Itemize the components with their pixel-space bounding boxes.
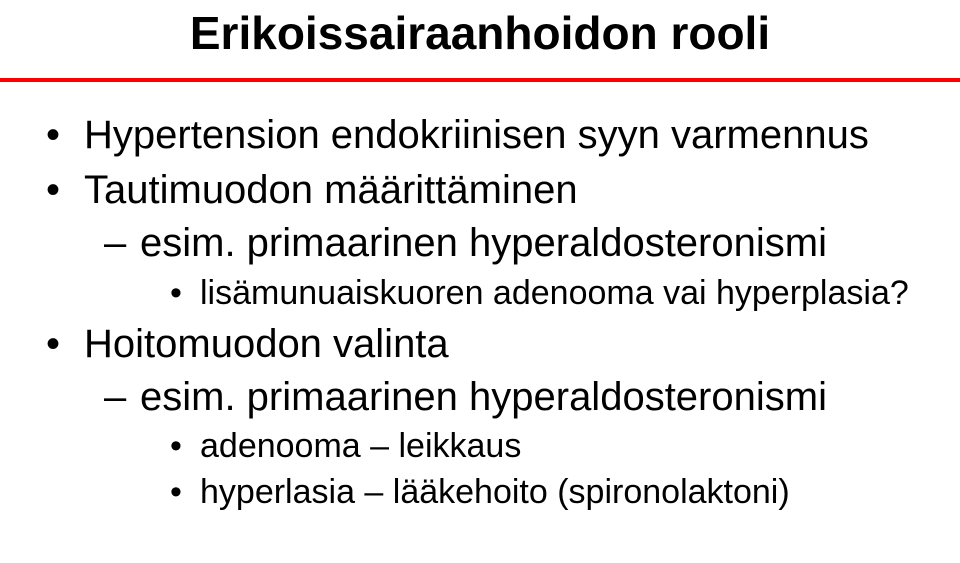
list-item-text: hyperlasia – lääkehoito (spironolaktoni) (200, 473, 790, 511)
list-item: esim. primaarinen hyperaldosteronismi li… (84, 218, 940, 315)
bullet-list-l1: Hypertension endokriinisen syyn varmennu… (40, 110, 940, 514)
list-item-text: adenooma – leikkaus (200, 427, 521, 465)
bullet-list-l3: adenooma – leikkaus hyperlasia – lääkeho… (140, 425, 940, 514)
list-item: lisämunuaiskuoren adenooma vai hyperplas… (140, 272, 940, 316)
slide: Erikoissairaanhoidon rooli Hypertension … (0, 0, 960, 563)
list-item-text: lisämunuaiskuoren adenooma vai hyperplas… (200, 274, 909, 312)
slide-title: Erikoissairaanhoidon rooli (0, 8, 960, 59)
list-item-text: Hypertension endokriinisen syyn varmennu… (84, 113, 869, 157)
list-item-text: esim. primaarinen hyperaldosteronismi (140, 375, 827, 419)
list-item-text: Hoitomuodon valinta (84, 322, 449, 366)
slide-content: Hypertension endokriinisen syyn varmennu… (40, 110, 940, 518)
list-item: adenooma – leikkaus (140, 425, 940, 469)
list-item: hyperlasia – lääkehoito (spironolaktoni) (140, 471, 940, 515)
bullet-list-l3: lisämunuaiskuoren adenooma vai hyperplas… (140, 272, 940, 316)
list-item-text: Tautimuodon määrittäminen (84, 168, 578, 212)
bullet-list-l2: esim. primaarinen hyperaldosteronismi ad… (84, 372, 940, 514)
title-underline (0, 78, 960, 82)
bullet-list-l2: esim. primaarinen hyperaldosteronismi li… (84, 218, 940, 315)
list-item: Tautimuodon määrittäminen esim. primaari… (40, 165, 940, 315)
list-item: Hypertension endokriinisen syyn varmennu… (40, 110, 940, 161)
list-item: esim. primaarinen hyperaldosteronismi ad… (84, 372, 940, 514)
list-item: Hoitomuodon valinta esim. primaarinen hy… (40, 319, 940, 514)
list-item-text: esim. primaarinen hyperaldosteronismi (140, 221, 827, 265)
